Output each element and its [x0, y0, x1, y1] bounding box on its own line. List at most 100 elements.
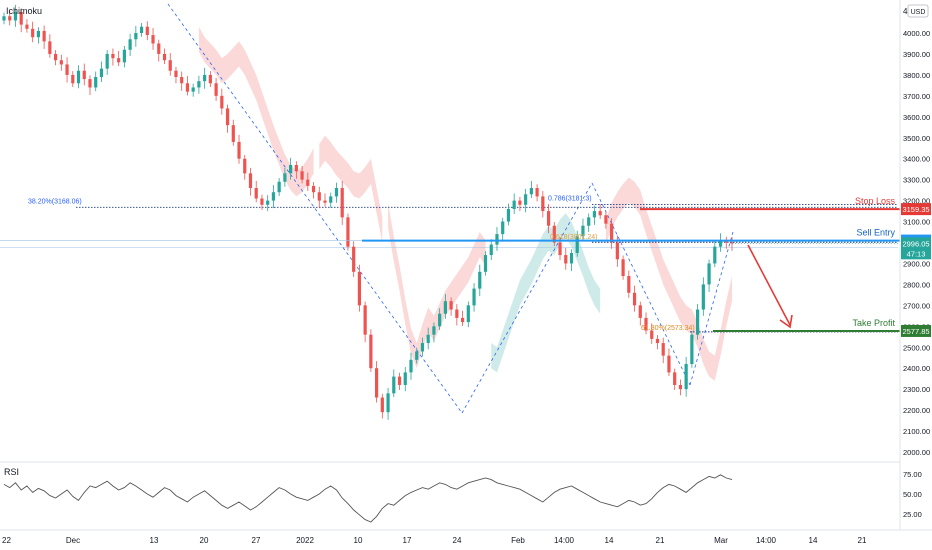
price-tick: 3300.00 [903, 176, 930, 185]
candle-body [518, 200, 522, 205]
currency-badge[interactable]: USD [907, 4, 929, 18]
candle-body [409, 359, 413, 373]
time-axis[interactable]: 22 Dec 13 20 27 2022 10 17 24 Feb 14:00 14 21 Mar 14:0… [2, 536, 867, 545]
fib-trend-line [591, 182, 691, 386]
candle-body [2, 16, 6, 21]
candle-body [661, 343, 665, 356]
price-tick: 3500.00 [903, 134, 930, 143]
candle-body [254, 188, 258, 199]
candle-body [386, 393, 390, 413]
candle-body [495, 234, 499, 245]
candle-body [208, 74, 212, 84]
cloud-segment [491, 213, 601, 373]
candle-body [598, 211, 602, 216]
candle-body [713, 246, 717, 264]
time-tick: 20 [200, 536, 209, 545]
candle-body [71, 74, 75, 84]
candle-body [718, 240, 723, 247]
candle-body [615, 242, 619, 260]
forecast-arrow [747, 244, 793, 329]
candle-body [529, 188, 533, 195]
candle-body [592, 211, 597, 218]
indicator-label: Ichimoku [6, 6, 42, 16]
candle-body [426, 334, 430, 344]
candle-body [696, 309, 700, 335]
candle-body [472, 288, 476, 306]
candle-body [541, 196, 545, 212]
candle-body [151, 35, 155, 44]
candle-body [283, 173, 287, 182]
price-tick: 2900.00 [903, 259, 930, 268]
price-tick: 2000.00 [903, 448, 930, 457]
level-badge-price: 3159.35 [902, 205, 929, 214]
time-tick: 14:00 [756, 536, 777, 545]
candle-body [632, 292, 637, 306]
candle-body [650, 330, 654, 339]
time-tick: 21 [656, 536, 665, 545]
candle-body [352, 246, 356, 272]
candle-body [82, 70, 86, 80]
candle-body [65, 64, 69, 75]
rsi-axis: 75.00 50.00 25.00 [903, 470, 922, 519]
price-tick: 2100.00 [903, 427, 930, 436]
price-tick: 2400.00 [903, 364, 930, 373]
candle-body [380, 397, 384, 413]
candle-body [329, 196, 333, 203]
current-price-badge [901, 237, 931, 260]
price-tick: 2700.00 [903, 301, 930, 310]
candle-body [266, 200, 270, 205]
candle-body [443, 301, 447, 314]
candle-body [581, 225, 585, 237]
time-tick: 17 [403, 536, 412, 545]
candle-body [42, 30, 46, 42]
fib-label: 38.20%(3168.06) [28, 198, 82, 205]
candle-body [575, 236, 579, 253]
candle-body [397, 376, 402, 385]
candle-body [117, 58, 121, 63]
candle-body [8, 16, 12, 21]
candle-body [59, 60, 63, 65]
candle-body [489, 244, 493, 256]
candle-body [374, 368, 379, 398]
candle-body [248, 173, 253, 189]
candle-body [673, 372, 677, 385]
fibonacci-labels: 38.20%(3168.06) 0.786(3181.3) 0.618(3001.2… [28, 196, 695, 332]
candle-body [99, 68, 104, 77]
cloud-segment [198, 26, 314, 197]
candle-body [145, 26, 149, 36]
time-tick: Feb [511, 536, 525, 545]
level-badge-price: 2577.85 [902, 327, 929, 336]
rsi-line [3, 474, 733, 523]
price-tick: 2800.00 [903, 280, 930, 289]
time-tick: 24 [453, 536, 462, 545]
price-tick: 3900.00 [903, 50, 930, 59]
candle-body [214, 83, 218, 96]
candle-body [730, 242, 734, 244]
candle-body [88, 79, 92, 88]
candle-body [357, 271, 362, 306]
candle-body [76, 70, 81, 84]
candle-body [231, 125, 235, 142]
time-tick: 27 [252, 536, 261, 545]
price-tick: 3600.00 [903, 113, 930, 122]
candle-body [455, 309, 459, 318]
candle-body [203, 74, 207, 82]
candle-body [94, 76, 98, 88]
candle-body [105, 53, 109, 69]
candle-body [346, 217, 350, 247]
time-tick: Mar [714, 536, 728, 545]
candle-body [220, 95, 224, 109]
candle-body [546, 211, 551, 226]
time-tick: 13 [150, 536, 159, 545]
candle-body [260, 198, 264, 205]
candle-body [655, 338, 660, 344]
candle-body [667, 355, 671, 373]
rsi-tick: 50.00 [903, 490, 922, 499]
candle-body [392, 376, 396, 394]
ichimoku-cloud [198, 26, 732, 381]
price-tick: 2200.00 [903, 406, 930, 415]
candle-body [19, 12, 23, 25]
candle-body [323, 200, 327, 203]
